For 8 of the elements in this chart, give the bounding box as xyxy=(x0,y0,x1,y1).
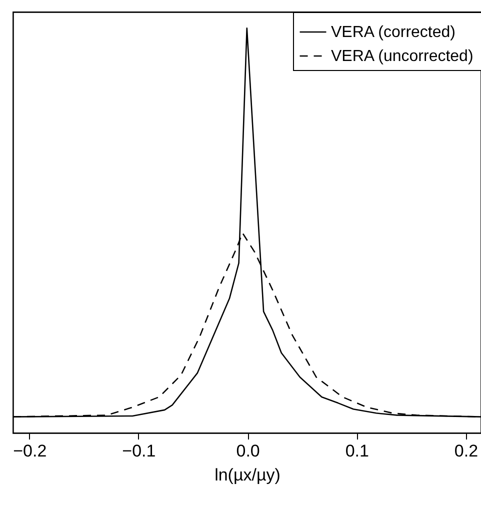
x-tick-label: 0.0 xyxy=(236,442,260,460)
x-tick-label: 0.1 xyxy=(345,442,369,460)
x-tick-label: −0.2 xyxy=(13,442,47,460)
legend-label: VERA (uncorrected) xyxy=(331,48,474,65)
x-tick-label: 0.2 xyxy=(454,442,478,460)
x-tick-label: −0.1 xyxy=(122,442,156,460)
legend-label: VERA (corrected) xyxy=(331,24,456,41)
x-axis-title: ln(µx/µy) xyxy=(214,466,280,484)
